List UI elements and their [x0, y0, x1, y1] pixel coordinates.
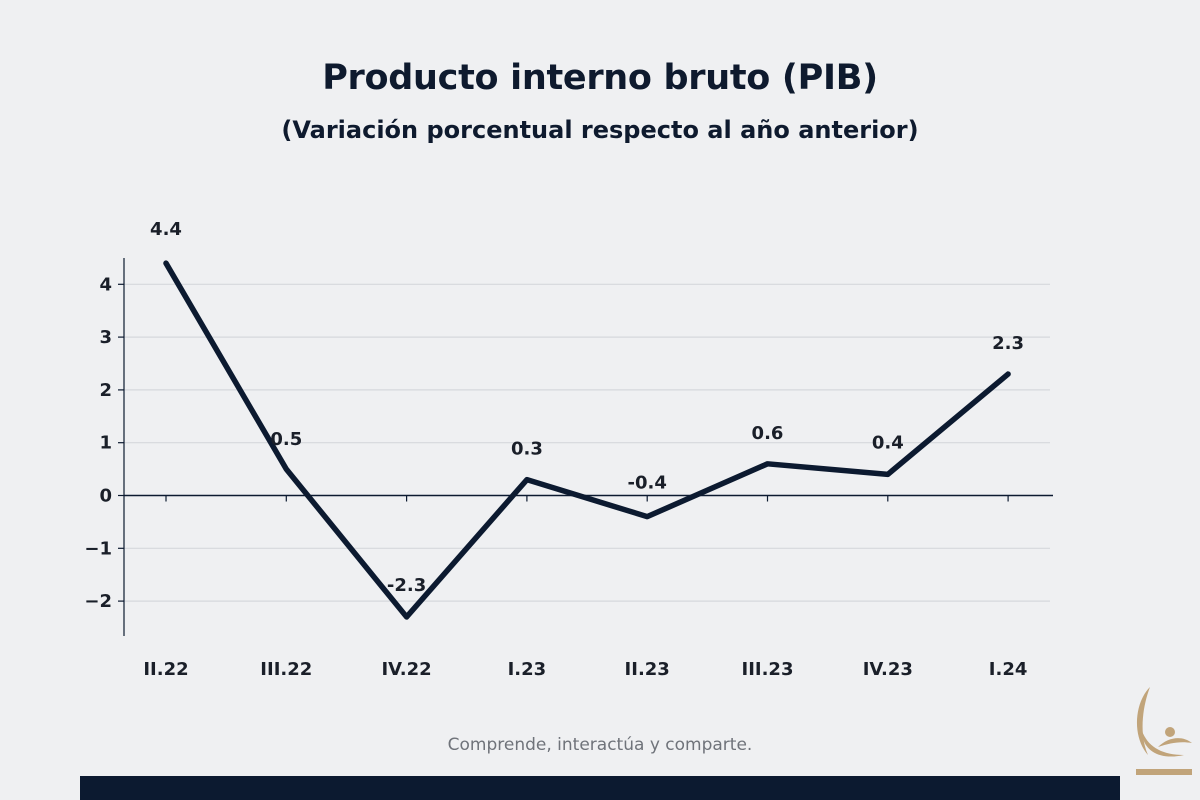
series-line — [163, 260, 1011, 620]
footer-bar — [80, 776, 1120, 800]
y-tick-label: 3 — [99, 327, 112, 348]
data-label: -0.4 — [628, 473, 667, 494]
y-tick-labels: 4 3 2 1 0 −1 −2 — [84, 274, 112, 612]
chart-subtitle: (Variación porcentual respecto al año an… — [281, 116, 919, 144]
footer-tagline: Comprende, interactúa y comparte. — [447, 735, 753, 755]
data-label: 2.3 — [992, 333, 1024, 354]
data-label: -2.3 — [387, 575, 426, 596]
x-tick-label: I.23 — [508, 659, 547, 680]
axes — [118, 258, 1053, 636]
abstract-gold-emblem-icon — [1136, 687, 1192, 775]
y-tick-label: 2 — [99, 380, 112, 401]
y-tick-label: 1 — [99, 433, 112, 454]
gridlines — [124, 283, 1050, 602]
y-tick-label: 0 — [99, 486, 112, 507]
series-line-group — [163, 260, 1011, 620]
x-tick-label: I.24 — [989, 659, 1028, 680]
y-tick-label: −1 — [84, 538, 112, 559]
x-tick-labels: II.22 III.22 IV.22 I.23 II.23 III.23 IV.23 I.24 — [143, 659, 1027, 680]
x-tick-label: III.23 — [742, 659, 794, 680]
x-tick-label: IV.23 — [863, 659, 913, 680]
y-tick-label: −2 — [84, 591, 112, 612]
data-label: 0.6 — [752, 423, 784, 444]
x-tick-label: II.23 — [625, 659, 670, 680]
data-label: 4.4 — [150, 219, 182, 240]
data-label: 0.5 — [270, 429, 302, 450]
x-tick-label: IV.22 — [381, 659, 431, 680]
y-tick-label: 4 — [99, 274, 112, 295]
data-label: 0.3 — [511, 439, 543, 460]
data-labels: 4.4 0.5 -2.3 0.3 -0.4 0.6 0.4 2.3 — [150, 219, 1024, 596]
x-tick-label: II.22 — [143, 659, 188, 680]
chart-title: Producto interno bruto (PIB) — [322, 58, 878, 98]
x-tick-label: III.22 — [260, 659, 312, 680]
data-label: 0.4 — [872, 432, 904, 453]
